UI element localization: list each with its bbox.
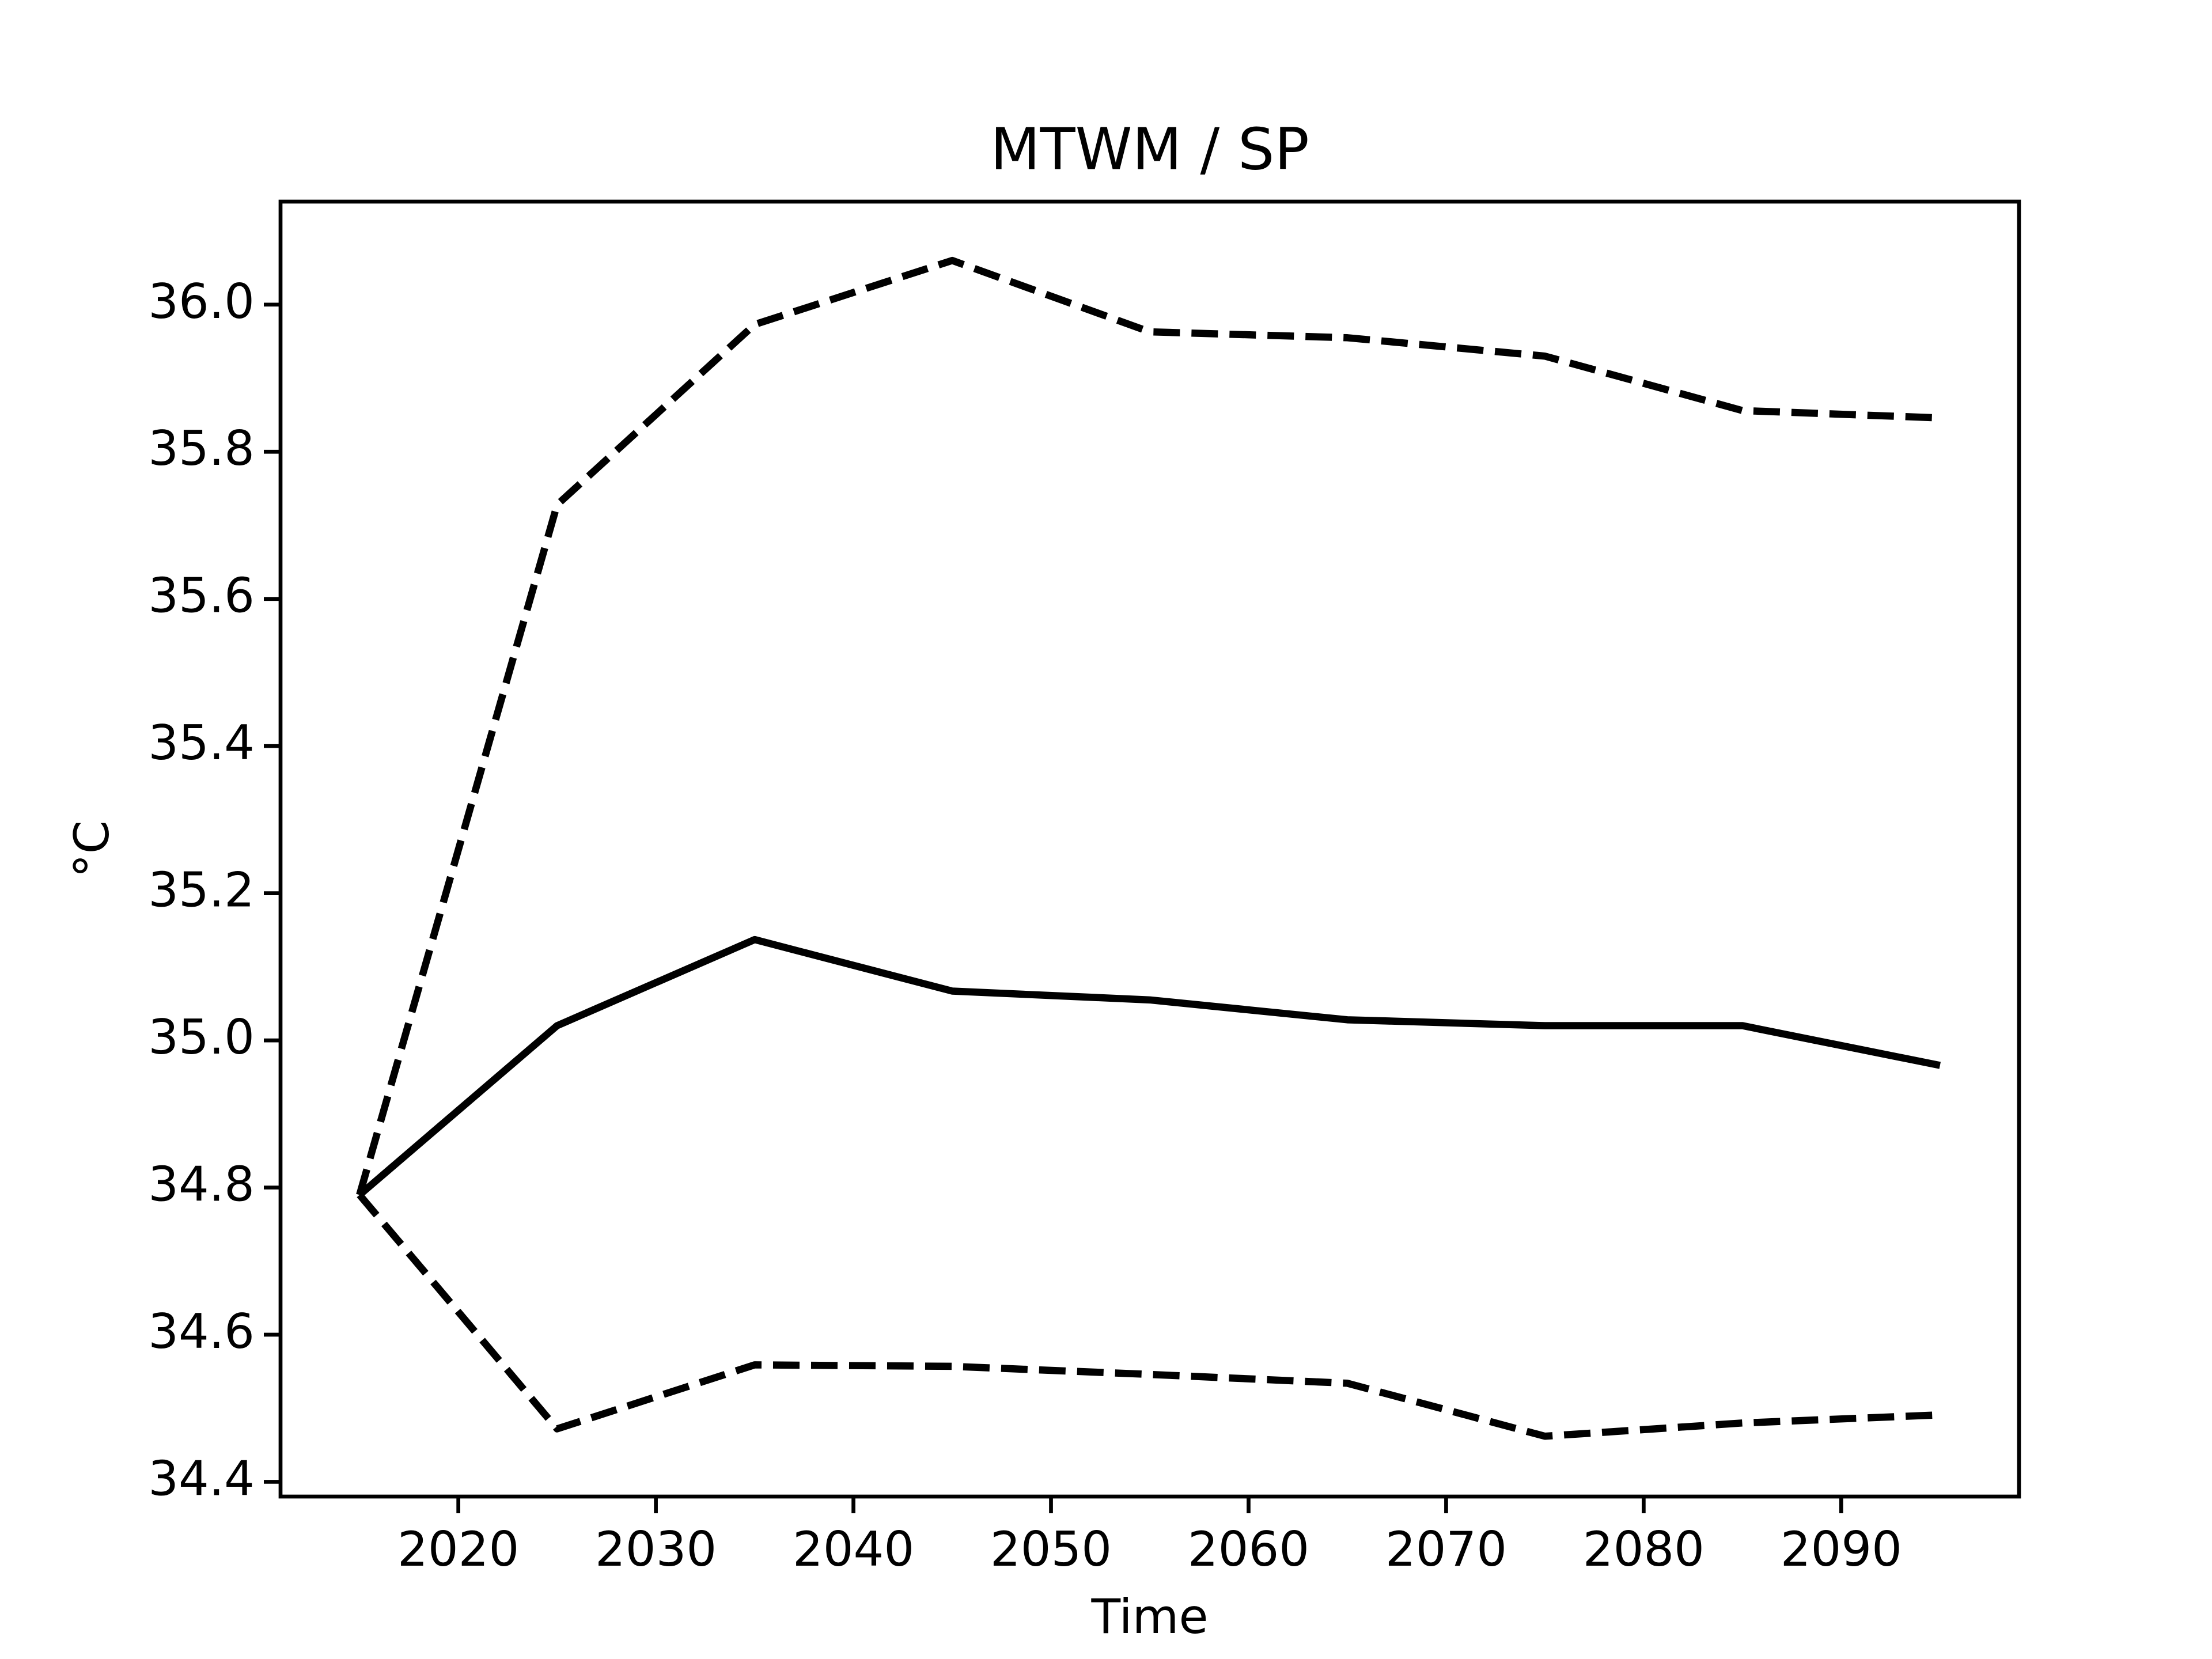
y-tick-label: 36.0	[148, 274, 255, 329]
y-tick-label: 35.2	[148, 862, 255, 918]
x-tick-label: 2080	[1583, 1521, 1705, 1577]
x-tick-label: 2090	[1781, 1521, 1902, 1577]
y-axis-label: °C	[64, 820, 120, 877]
x-tick-label: 2070	[1385, 1521, 1507, 1577]
y-tick-label: 34.6	[148, 1304, 255, 1359]
y-tick-label: 35.6	[148, 568, 255, 624]
plot-frame	[278, 199, 2021, 1499]
y-tick-label: 34.4	[148, 1450, 255, 1506]
y-tick-label: 35.0	[148, 1009, 255, 1065]
y-tick-label: 34.8	[148, 1156, 255, 1212]
x-tick-label: 2050	[990, 1521, 1112, 1577]
x-tick-label: 2030	[595, 1521, 717, 1577]
y-tick-label: 35.8	[148, 421, 255, 476]
x-axis-label: Time	[1090, 1589, 1208, 1645]
y-tick-label: 35.4	[148, 715, 255, 771]
line-series	[356, 256, 1941, 1196]
line-series	[357, 1192, 1941, 1440]
x-tick-label: 2020	[397, 1521, 519, 1577]
chart-title: MTWM / SP	[990, 115, 1309, 183]
x-tick-label: 2040	[793, 1521, 914, 1577]
x-tick-label: 2060	[1188, 1521, 1309, 1577]
line-series	[357, 935, 1941, 1198]
